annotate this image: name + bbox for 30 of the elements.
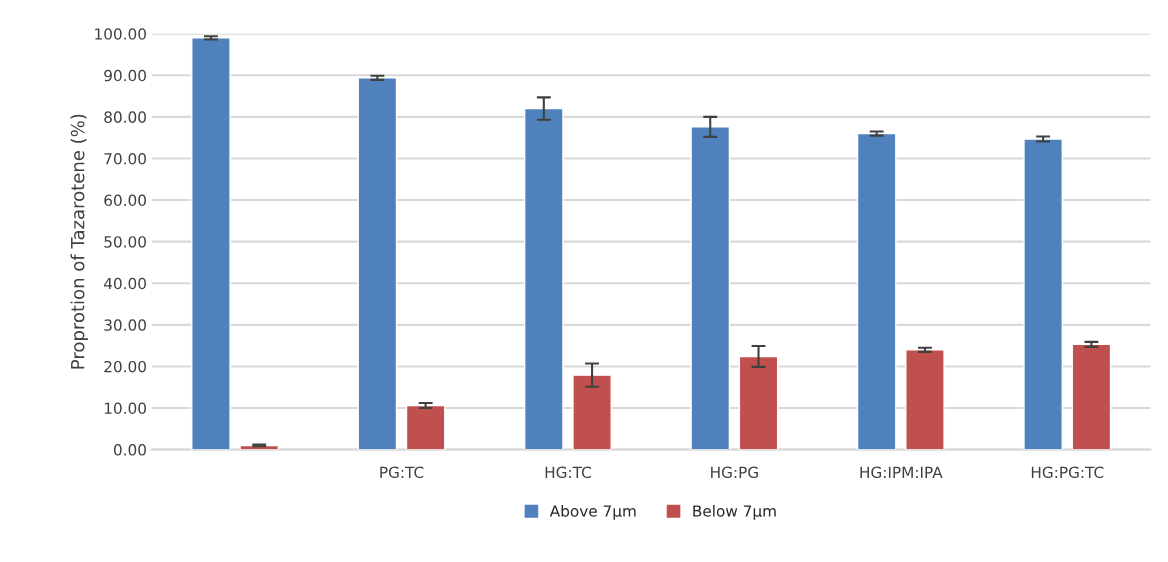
bar bbox=[191, 37, 231, 450]
y-tick-label: 80.00 bbox=[104, 111, 146, 123]
x-tick-label: HG:PG:TC bbox=[1031, 466, 1104, 479]
x-tick-label: HG:TC bbox=[545, 466, 591, 479]
x-tick-label: PG:TC bbox=[380, 466, 424, 479]
y-axis-title: Proprotion of Tazarotene (%) bbox=[70, 114, 88, 369]
y-tick-label: 100.00 bbox=[95, 28, 146, 40]
y-tick-label: 20.00 bbox=[104, 360, 146, 373]
bar bbox=[905, 349, 945, 450]
y-tick-label: 40.00 bbox=[103, 277, 146, 290]
bar bbox=[405, 404, 446, 450]
bar bbox=[357, 77, 398, 450]
y-tick-label: 10.00 bbox=[104, 402, 146, 415]
bar bbox=[738, 355, 779, 450]
bar bbox=[1023, 138, 1063, 450]
bar bbox=[1071, 343, 1112, 450]
legend-label: Above 7μm bbox=[549, 504, 636, 520]
y-tick-label: 70.00 bbox=[104, 152, 146, 165]
legend-label: Below 7μm bbox=[693, 504, 776, 520]
y-tick-label: 30.00 bbox=[104, 319, 146, 331]
bar bbox=[856, 132, 897, 450]
bar bbox=[523, 107, 564, 450]
x-tick-label: HG:PG bbox=[711, 466, 758, 479]
y-tick-label: 90.00 bbox=[104, 69, 146, 82]
y-tick-label: 50.00 bbox=[104, 236, 146, 248]
y-tick-label: 0.00 bbox=[113, 444, 146, 456]
y-tick-label: 60.00 bbox=[104, 194, 146, 207]
x-tick-label: HG:IPM:IPA bbox=[860, 466, 943, 479]
bar bbox=[572, 374, 612, 450]
bar bbox=[690, 126, 731, 450]
